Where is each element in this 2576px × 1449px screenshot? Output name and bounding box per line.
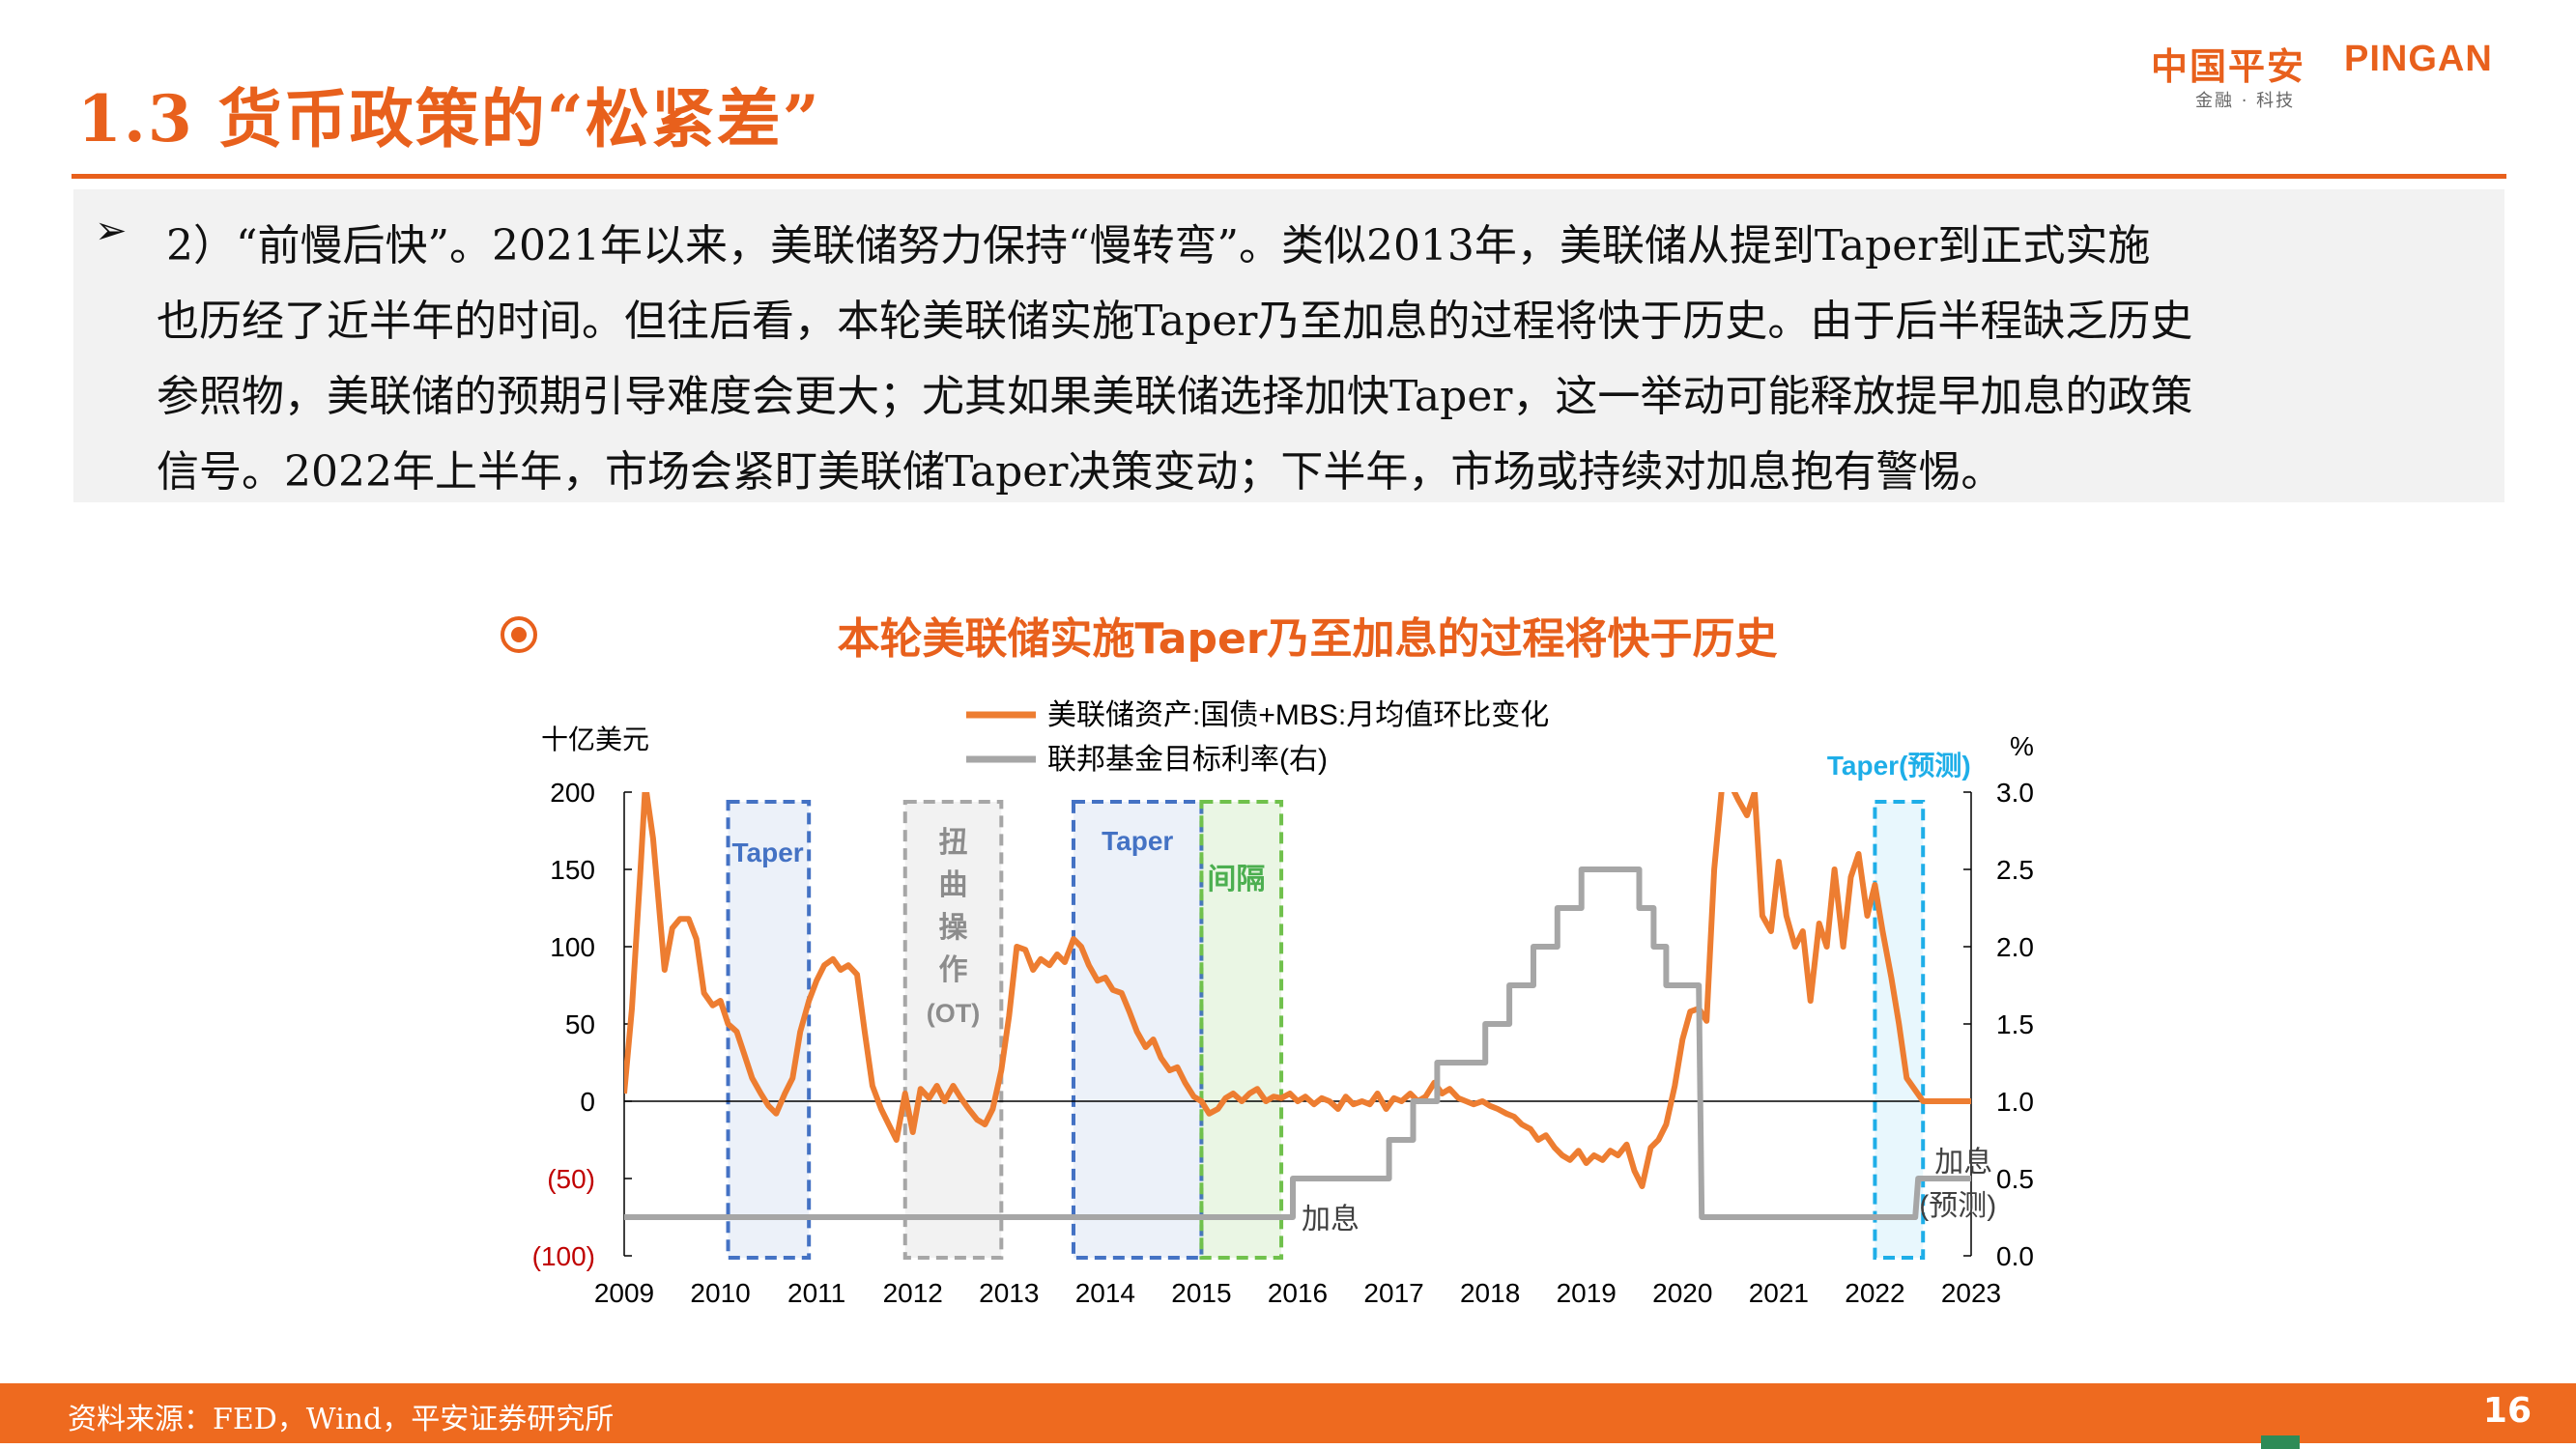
annotation-label-taper: Taper <box>1102 826 1173 856</box>
summary-line-2: 也历经了近半年的时间。但往后看，本轮美联储实施Taper乃至加息的过程将快于历史… <box>157 297 2193 346</box>
right-tick-label: 1.5 <box>1996 1009 2034 1039</box>
summary-line-4: 信号。2022年上半年，市场会紧盯美联储Taper决策变动；下半年，市场或持续对… <box>157 447 2004 497</box>
source-note: 资料来源：FED，Wind，平安证券研究所 <box>68 1403 615 1436</box>
annotation-label-ot: 操 <box>939 912 969 944</box>
page-number: 16 <box>2482 1391 2532 1431</box>
legend-label: 美联储资产:国债+MBS:月均值环比变化 <box>1047 699 1549 731</box>
left-tick-label: (50) <box>547 1164 595 1194</box>
footer-accent <box>2261 1435 2300 1449</box>
footer-bar: 资料来源：FED，Wind，平安证券研究所 16 <box>0 1383 2576 1443</box>
summary-line-1: 2）“前慢后快”。2021年以来，美联储努力保持“慢转弯”。类似2013年，美联… <box>166 221 2151 270</box>
x-tick-label: 2023 <box>1941 1278 2001 1308</box>
right-tick-label: 1.0 <box>1996 1087 2034 1117</box>
left-tick-label: (100) <box>532 1241 595 1271</box>
x-tick-label: 2013 <box>979 1278 1039 1308</box>
annotation-label-ot: 作 <box>939 954 968 986</box>
annotation-label-ot: (OT) <box>927 999 980 1028</box>
left-tick-label: 200 <box>550 778 595 808</box>
right-tick-label: 2.0 <box>1996 932 2034 962</box>
title-divider <box>72 174 2506 179</box>
series-line-fed-funds-rate <box>624 867 1971 1220</box>
annotation-label-rate-hike-forecast: (预测) <box>1919 1190 1996 1222</box>
bullet-arrow-icon: ➢ <box>95 209 128 253</box>
annotation-label-taper-forecast: Taper(预测) <box>1827 751 1971 781</box>
logo-tagline: 金融 · 科技 <box>2195 91 2296 111</box>
series-line-fed-assets-change <box>624 792 1971 1189</box>
x-tick-label: 2021 <box>1749 1278 1809 1308</box>
annotation-label-rate-hike-forecast: 加息 <box>1934 1147 1992 1179</box>
x-tick-label: 2016 <box>1268 1278 1328 1308</box>
right-tick-label: 0.0 <box>1996 1241 2034 1271</box>
x-tick-label: 2017 <box>1363 1278 1423 1308</box>
left-axis-unit: 十亿美元 <box>541 724 649 754</box>
pingan-logo: 中国平安 PINGAN 金融 · 科技 <box>2151 37 2547 114</box>
annotation-label-interval: 间隔 <box>1207 864 1265 895</box>
summary-line-3: 参照物，美联储的预期引导难度会更大；尤其如果美联储选择加快Taper，这一举动可… <box>157 372 2193 421</box>
x-tick-label: 2022 <box>1845 1278 1904 1308</box>
x-tick-label: 2014 <box>1075 1278 1135 1308</box>
x-tick-label: 2020 <box>1652 1278 1712 1308</box>
annotation-box-0 <box>726 800 812 1260</box>
x-tick-label: 2018 <box>1460 1278 1520 1308</box>
annotation-label-rate-hike: 加息 <box>1302 1204 1360 1236</box>
legend-label: 联邦基金目标利率(右) <box>1047 744 1328 776</box>
x-tick-label: 2012 <box>883 1278 943 1308</box>
x-tick-label: 2011 <box>787 1278 845 1308</box>
right-tick-label: 3.0 <box>1996 778 2034 808</box>
logo-english-name: PINGAN <box>2344 39 2493 79</box>
right-axis-unit: % <box>2010 731 2034 761</box>
right-tick-label: 0.5 <box>1996 1164 2034 1194</box>
annotation-label-ot: 曲 <box>939 869 968 901</box>
x-tick-label: 2015 <box>1171 1278 1231 1308</box>
target-icon <box>501 616 537 653</box>
page-title: 1.3 货币政策的“松紧差” <box>77 81 821 156</box>
left-tick-label: 100 <box>550 932 595 962</box>
x-tick-label: 2009 <box>594 1278 654 1308</box>
logo-chinese-name: 中国平安 <box>2151 45 2306 88</box>
left-tick-label: 150 <box>550 855 595 885</box>
x-tick-label: 2010 <box>690 1278 750 1308</box>
chart-title: 本轮美联储实施Taper乃至加息的过程将快于历史 <box>837 614 1778 664</box>
fed-assets-rate-chart: (100) (50) 0 50 100 150 200 0.0 0.5 1.0 1.5 2.0 2.5 3… <box>532 699 2034 1308</box>
annotation-label-taper: Taper <box>732 838 804 867</box>
right-tick-label: 2.5 <box>1996 855 2034 885</box>
x-tick-label: 2019 <box>1557 1278 1617 1308</box>
annotation-box-3 <box>1199 800 1284 1260</box>
left-tick-label: 0 <box>580 1087 595 1117</box>
annotation-box-1 <box>902 800 1004 1260</box>
left-tick-label: 50 <box>565 1009 595 1039</box>
summary-textbox: ➢ 2）“前慢后快”。2021年以来，美联储努力保持“慢转弯”。类似2013年，… <box>73 189 2504 502</box>
annotation-label-ot: 扭 <box>939 827 968 859</box>
